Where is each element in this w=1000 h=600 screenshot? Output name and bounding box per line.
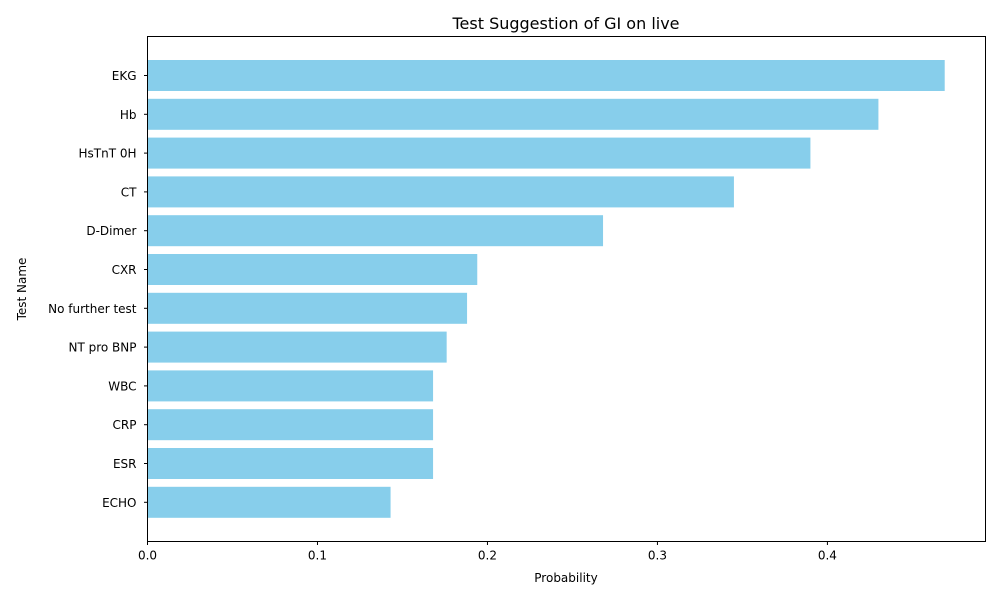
x-axis-title: Probability <box>534 571 597 585</box>
x-tick-label: 0.1 <box>308 549 327 563</box>
bar-no-further-test <box>147 292 468 324</box>
bar-crp <box>147 409 434 441</box>
y-tick-label: CRP <box>113 418 137 432</box>
x-tick-label: 0.3 <box>648 549 667 563</box>
x-tick-label: 0.4 <box>818 549 837 563</box>
bar-esr <box>147 448 434 479</box>
bars-layer <box>147 60 945 518</box>
bar-hb <box>147 98 879 130</box>
y-tick-label: D-Dimer <box>86 224 136 238</box>
y-axis-ticks: EKG Hb HsTnT 0H CT D-Dimer CXR No further test… <box>48 69 148 510</box>
y-tick-label: ESR <box>113 457 137 471</box>
y-tick-label: EKG <box>112 69 137 83</box>
bar-d-dimer <box>147 215 604 247</box>
y-tick-label: HsTnT 0H <box>78 147 136 161</box>
bar-hstnt-0h <box>147 137 811 169</box>
y-axis-title: Test Name <box>15 258 29 322</box>
bar-wbc <box>147 370 434 402</box>
y-tick-label: NT pro BNP <box>68 341 136 355</box>
x-tick-label: 0.0 <box>138 549 157 563</box>
y-tick-label: CT <box>121 185 137 199</box>
bar-ct <box>147 176 734 208</box>
plot-frame <box>147 36 986 542</box>
bar-nt-pro-bnp <box>147 331 447 363</box>
y-tick-label: WBC <box>108 379 136 393</box>
x-axis-ticks: 0.0 0.1 0.2 0.3 0.4 <box>138 541 837 563</box>
bar-echo <box>147 486 391 518</box>
y-tick-label: Hb <box>120 108 137 122</box>
x-tick-label: 0.2 <box>478 549 497 563</box>
y-tick-label: CXR <box>112 263 137 277</box>
y-tick-label: No further test <box>48 302 137 316</box>
chart-title: Test Suggestion of GI on live <box>451 14 679 33</box>
bar-ekg <box>147 60 945 91</box>
y-tick-label: ECHO <box>102 496 136 510</box>
bar-cxr <box>147 254 478 285</box>
